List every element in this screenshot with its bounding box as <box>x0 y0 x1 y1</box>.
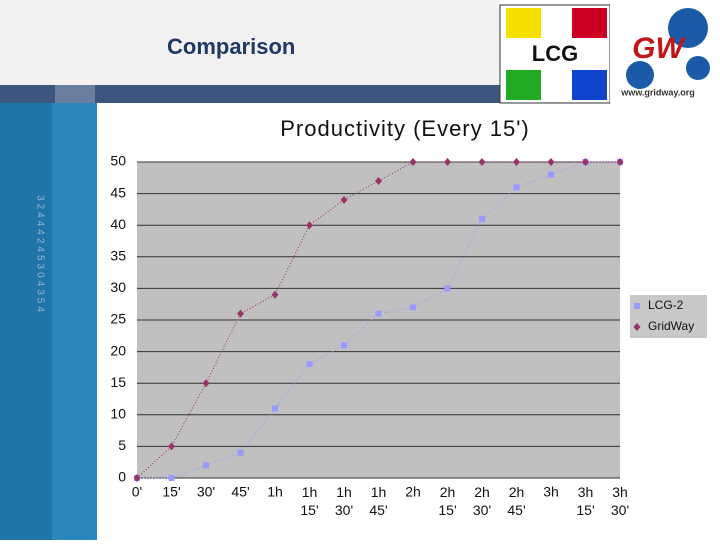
x-tick-label: 2h 15' <box>438 484 456 518</box>
data-point <box>306 221 313 230</box>
logo-block <box>572 8 607 38</box>
data-point <box>444 285 451 292</box>
legend-marker <box>633 323 641 331</box>
data-point <box>168 475 175 481</box>
x-tick-label: 1h 15' <box>300 484 318 518</box>
y-tick-label: 0 <box>118 469 126 485</box>
x-tick-label: 2h 45' <box>507 484 525 518</box>
y-tick-label: 15 <box>110 374 126 390</box>
data-point <box>444 158 451 166</box>
x-tick-label: 3h <box>543 484 559 500</box>
legend: LCG-2 GridWay <box>630 295 707 338</box>
data-point <box>306 361 313 368</box>
x-tick-label: 1h 45' <box>369 484 387 518</box>
y-tick-label: 30 <box>110 279 126 295</box>
logo-text: LCG <box>532 41 578 66</box>
data-point <box>237 449 244 456</box>
x-tick-label: 2h <box>405 484 421 500</box>
data-point <box>375 310 382 317</box>
data-point <box>202 379 210 388</box>
data-point <box>478 158 486 166</box>
legend-marker <box>634 303 640 309</box>
x-tick-label: 2h 30' <box>473 484 491 518</box>
data-point <box>340 195 348 204</box>
y-tick-label: 10 <box>110 406 126 422</box>
data-point <box>203 462 209 469</box>
x-tick-label: 3h 15' <box>576 484 594 518</box>
y-tick-label: 25 <box>110 311 126 327</box>
data-point <box>548 171 554 178</box>
data-point <box>271 290 279 299</box>
x-tick-label: 0' <box>132 484 142 500</box>
legend-label: LCG-2 <box>648 298 684 312</box>
data-point <box>133 474 141 482</box>
data-point <box>547 158 555 166</box>
x-tick-label: 1h 30' <box>335 484 353 518</box>
logo-url: www.gridway.org <box>620 87 695 97</box>
data-point <box>409 158 417 166</box>
legend-box <box>630 295 707 338</box>
side-stripe <box>52 103 97 540</box>
data-point <box>410 304 416 311</box>
x-tick-label: 30' <box>197 484 215 500</box>
chart-title: Productivity (Every 15') <box>280 116 530 141</box>
y-tick-label: 45 <box>110 184 126 200</box>
logo-circle <box>686 56 710 80</box>
y-tick-label: 50 <box>110 153 126 169</box>
data-point <box>237 309 244 318</box>
logo-block <box>572 70 607 100</box>
series-line <box>136 161 620 479</box>
logo-gridway: GW www.gridway.org <box>610 5 720 103</box>
y-tick-label: 5 <box>118 437 126 453</box>
data-point <box>513 184 520 191</box>
data-point <box>272 405 278 412</box>
data-point <box>479 215 485 222</box>
y-tick-label: 40 <box>110 216 126 232</box>
data-point <box>168 442 175 451</box>
x-tick-label: 45' <box>231 484 249 500</box>
top-bar-block <box>55 85 95 103</box>
logo-lcg: LCG <box>499 4 611 104</box>
logo-circle <box>626 61 654 89</box>
logo-circle <box>668 8 708 48</box>
data-point <box>582 158 589 166</box>
data-point <box>616 158 624 166</box>
data-point <box>341 342 347 349</box>
y-tick-label: 35 <box>110 248 126 264</box>
x-tick-label: 15' <box>162 484 180 500</box>
legend-label: GridWay <box>648 319 694 333</box>
x-tick-label: 3h 30' <box>611 484 629 518</box>
header-band <box>0 0 500 85</box>
logo-text: GW <box>632 32 686 65</box>
data-point <box>513 158 520 166</box>
y-tick-label: 20 <box>110 342 126 358</box>
logo-block <box>506 70 541 100</box>
data-point <box>375 176 382 185</box>
slide-title: Comparison <box>167 34 295 59</box>
logo-block <box>506 8 541 38</box>
x-tick-label: 1h <box>267 484 283 500</box>
side-code: 32444245304354 <box>34 195 45 315</box>
